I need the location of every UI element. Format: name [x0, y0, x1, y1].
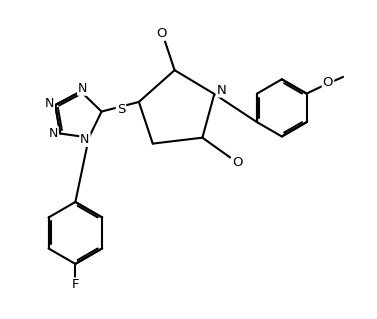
Text: N: N	[216, 84, 226, 97]
Text: N: N	[80, 133, 90, 146]
Text: N: N	[44, 97, 54, 109]
Text: N: N	[48, 127, 58, 140]
Text: O: O	[156, 27, 167, 40]
Text: S: S	[117, 103, 125, 116]
Text: O: O	[232, 156, 242, 169]
Text: O: O	[323, 76, 333, 89]
Text: F: F	[72, 278, 79, 292]
Text: N: N	[78, 82, 87, 95]
